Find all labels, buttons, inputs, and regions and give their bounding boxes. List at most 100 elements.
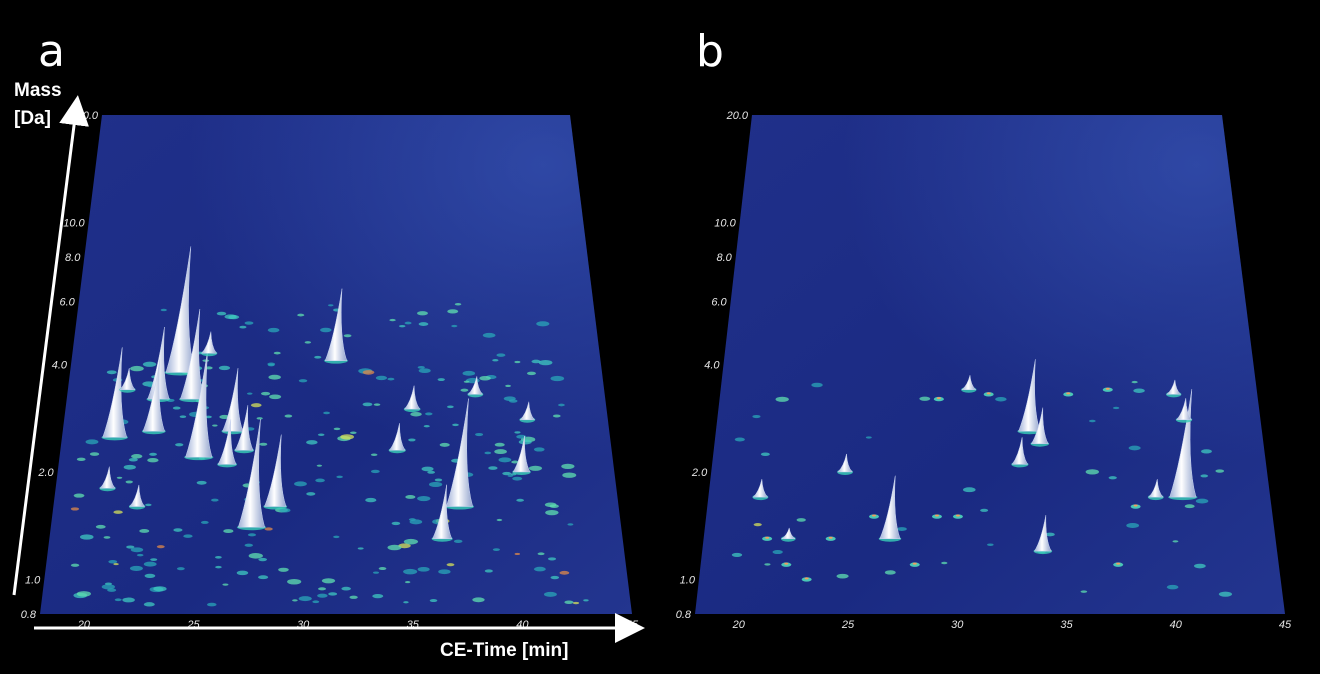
signal-blob — [176, 567, 185, 571]
signal-blob — [403, 568, 418, 575]
signal-blob — [884, 570, 896, 575]
signal-blob — [421, 466, 434, 472]
signal-blob — [543, 591, 557, 597]
signal-blob — [247, 533, 257, 537]
x-tick-label: 30 — [951, 619, 964, 631]
signal-blob — [317, 593, 328, 598]
signal-blob — [103, 536, 111, 539]
signal-dot-core — [1116, 562, 1121, 565]
y-tick-label: 2.0 — [37, 467, 54, 479]
panel-a-letter: a — [38, 26, 65, 77]
signal-blob — [122, 597, 135, 603]
signal-blob — [533, 566, 546, 572]
signal-blob — [1215, 469, 1225, 473]
signal-blob — [418, 368, 431, 374]
signal-blob — [123, 464, 136, 470]
signal-blob — [963, 487, 976, 493]
signal-blob — [764, 563, 771, 566]
signal-blob — [1218, 591, 1233, 597]
signal-blob — [531, 359, 541, 364]
signal-blob — [125, 480, 133, 484]
signal-blob — [298, 379, 308, 383]
peak — [1034, 515, 1052, 552]
peak — [180, 309, 205, 400]
signal-blob — [349, 595, 358, 599]
signal-blob — [425, 412, 433, 416]
signal-blob — [562, 472, 577, 478]
signal-blob — [357, 547, 364, 550]
peak — [324, 288, 348, 361]
signal-blob — [113, 563, 119, 566]
y-tick-label: 4.0 — [52, 360, 68, 372]
signal-blob — [147, 457, 159, 463]
signal-blob — [410, 412, 422, 417]
signal-blob — [496, 518, 503, 522]
signal-blob — [1080, 590, 1088, 593]
y-tick-label: 1.0 — [680, 574, 696, 586]
signal-blob — [1193, 563, 1206, 569]
signal-blob — [526, 371, 536, 376]
signal-dot-core — [955, 514, 960, 517]
signal-blob — [538, 359, 553, 366]
signal-blob — [428, 481, 443, 488]
signal-dot-core — [1066, 392, 1071, 395]
signal-blob — [284, 414, 293, 418]
signal-blob — [129, 565, 143, 571]
signal-blob — [919, 396, 931, 401]
signal-blob — [550, 375, 565, 382]
signal-blob — [836, 573, 849, 579]
signal-blob — [516, 498, 524, 502]
panel-a-marks — [70, 246, 589, 607]
signal-blob — [333, 427, 341, 431]
signal-blob — [89, 452, 100, 456]
signal-blob — [514, 431, 521, 434]
panel-b-letter: b — [696, 26, 724, 77]
signal-blob — [427, 470, 436, 474]
signal-blob — [130, 547, 144, 553]
peak — [467, 376, 484, 395]
x-tick-label: 40 — [1170, 619, 1183, 631]
signal-dot-core — [872, 514, 877, 517]
signal-blob — [417, 365, 425, 369]
signal-blob — [544, 502, 557, 508]
signal-blob — [403, 601, 409, 604]
signal-blob — [417, 311, 428, 316]
signal-blob — [533, 447, 545, 452]
panel-b: b 0.8 1.0 2.0 4.0 6.0 8.0 10.0 20.0 20 25 30 35 40 4… — [676, 26, 1292, 631]
peak — [1011, 437, 1029, 465]
signal-blob — [439, 442, 450, 447]
peak — [142, 359, 165, 432]
y-tick-label: 8.0 — [716, 252, 732, 264]
signal-blob — [536, 321, 550, 327]
signal-blob — [223, 529, 234, 534]
signal-blob — [312, 600, 320, 604]
signal-blob — [264, 527, 273, 531]
signal-blob — [211, 498, 219, 502]
signal-blob — [378, 567, 387, 571]
peak — [237, 419, 266, 528]
signal-blob — [434, 478, 443, 482]
signal-blob — [279, 508, 291, 513]
signal-blob — [136, 553, 144, 557]
signal-blob — [559, 570, 570, 575]
x-axis-title: CE-Time [min] — [440, 640, 568, 661]
peak — [404, 385, 421, 410]
signal-blob — [173, 528, 183, 532]
signal-blob — [492, 359, 499, 362]
signal-blob — [488, 466, 498, 470]
signal-blob — [79, 534, 94, 540]
signal-blob — [328, 592, 338, 596]
signal-blob — [365, 497, 377, 503]
signal-blob — [987, 543, 994, 546]
peak — [780, 527, 796, 539]
signal-blob — [156, 545, 165, 549]
signal-blob — [85, 439, 99, 445]
signal-blob — [389, 318, 396, 322]
peak — [1147, 479, 1164, 498]
signal-blob — [537, 552, 545, 556]
signal-blob — [372, 594, 384, 599]
signal-blob — [268, 374, 281, 380]
signal-blob — [130, 365, 144, 372]
signal-blob — [447, 405, 454, 409]
signal-blob — [1195, 498, 1209, 504]
